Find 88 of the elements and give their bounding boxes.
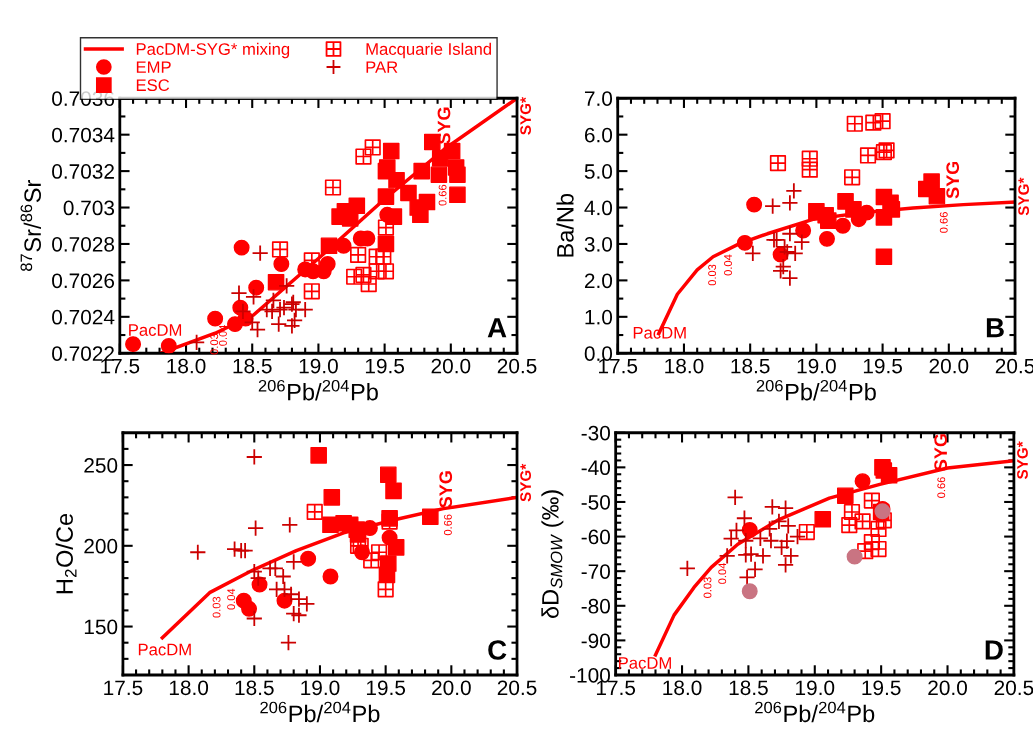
y-tick-label: 1.0 [585, 309, 613, 325]
annotation: PacDM [619, 657, 671, 669]
annotation: 0.03 [212, 596, 221, 618]
x-tick-label: 19.0 [301, 680, 340, 696]
text: SYG* [520, 97, 532, 135]
y-axis-title: Ba/Nb [556, 193, 574, 257]
text: SYG* [1018, 177, 1030, 216]
y-tick-label: -90 [581, 633, 610, 649]
annotation: PacDM [633, 327, 686, 339]
text: SYG* [1017, 441, 1028, 480]
legend-label: PAR [366, 61, 398, 73]
annotation: C [488, 640, 507, 660]
x-tick-label: 18.0 [169, 680, 209, 696]
y-tick-label: 4.0 [584, 200, 613, 216]
x-tick-label: 20.5 [497, 358, 537, 374]
annotation: 0.04 [718, 563, 727, 584]
y-tick-label: 0.7034 [52, 127, 115, 143]
annotation: 0.66 [438, 184, 447, 206]
x-tick-label: 20.0 [432, 680, 471, 696]
y-tick-label: -40 [581, 460, 610, 476]
x-tick-label: 19.5 [862, 680, 901, 696]
annotation: 0.03 [708, 264, 717, 286]
x-tick-label: 18.0 [665, 358, 704, 374]
x-tick-label: 19.5 [365, 358, 405, 374]
x-tick-label: 20.0 [929, 358, 969, 374]
y-tick-label: 7.0 [584, 91, 613, 106]
y-axis-title: $^{87}$Sr/$^{86}$Sr [20, 180, 41, 271]
x-tick-label: 17.5 [101, 358, 140, 374]
legend-label: Macquarie Island [366, 42, 492, 59]
x-tick-label: 18.5 [729, 680, 768, 696]
text: SYG* [520, 463, 532, 502]
y-tick-label: 150 [84, 619, 118, 635]
annotation: D [985, 640, 1003, 660]
x-tick-label: 19.5 [366, 680, 406, 696]
x-tick-label: 18.0 [167, 358, 206, 374]
x-tick-label: 18.5 [731, 358, 770, 374]
annotation: SYG [946, 161, 960, 199]
y-tick-label: -70 [581, 564, 610, 579]
x-tick-label: 20.5 [497, 680, 537, 696]
y-tick-label: 0.0 [584, 346, 613, 361]
y-tick-label: -30 [581, 425, 610, 441]
y-tick-label: -60 [581, 529, 610, 545]
y-tick-label: 0.7028 [52, 236, 115, 252]
x-axis-title: $^{206}$Pb/$^{204}$Pb [260, 701, 380, 723]
y-axis-title: H$_{2}$O/Ce [55, 513, 77, 594]
annotation: A [487, 318, 507, 338]
annotation: 0.66 [939, 212, 948, 233]
y-tick-label: 200 [84, 538, 118, 554]
y-tick-label: 0.7024 [52, 309, 115, 325]
y-tick-label: 0.7022 [52, 346, 114, 361]
x-tick-label: 20.0 [431, 358, 471, 374]
y-tick-label: -80 [581, 598, 610, 614]
y-tick-label: 0.7032 [52, 164, 114, 179]
y-tick-label: 5.0 [584, 164, 613, 179]
x-axis-title: $^{206}$Pb/$^{204}$Pb [756, 379, 876, 401]
annotation: 0.04 [724, 254, 732, 276]
x-tick-label: 18.0 [663, 680, 702, 696]
annotation: 0.66 [443, 514, 452, 536]
y-tick-label: 250 [84, 458, 118, 473]
x-tick-label: 17.5 [104, 680, 143, 696]
legend-label: ESC [136, 79, 170, 92]
legend-label: PacDM-SYG* mixing [136, 42, 290, 59]
annotation: 0.66 [937, 477, 946, 498]
annotation: SYG [439, 471, 453, 508]
x-tick-label: 19.0 [797, 358, 836, 374]
y-tick-label: 0.703 [63, 200, 115, 216]
annotation: PacDM [129, 324, 182, 336]
x-tick-label: 20.0 [928, 680, 967, 696]
x-tick-label: 18.5 [235, 680, 274, 696]
x-axis-title: $^{206}$Pb/$^{204}$Pb [258, 379, 378, 401]
annotation: PacDM [138, 643, 191, 656]
y-tick-label: 3.0 [584, 236, 613, 252]
x-tick-label: 19.0 [299, 358, 338, 374]
y-tick-label: 0.7026 [52, 273, 115, 289]
y-axis-title: δD$_{SMOW}$ (‰) [541, 490, 564, 619]
y-tick-label: -50 [581, 494, 610, 510]
x-tick-label: 17.5 [599, 358, 638, 374]
x-tick-label: 19.5 [863, 358, 902, 374]
annotation: B [986, 318, 1004, 338]
x-tick-label: 18.5 [233, 358, 272, 374]
y-tick-label: 6.0 [584, 127, 613, 143]
y-tick-label: 2.0 [584, 273, 613, 289]
x-axis-title: $^{206}$Pb/$^{204}$Pb [755, 701, 875, 723]
x-tick-label: 20.5 [994, 680, 1033, 696]
annotation: 0.04 [227, 588, 236, 610]
x-tick-label: 19.0 [796, 680, 835, 696]
annotation: 0.03 [703, 577, 712, 598]
legend-label: EMP [136, 61, 171, 73]
